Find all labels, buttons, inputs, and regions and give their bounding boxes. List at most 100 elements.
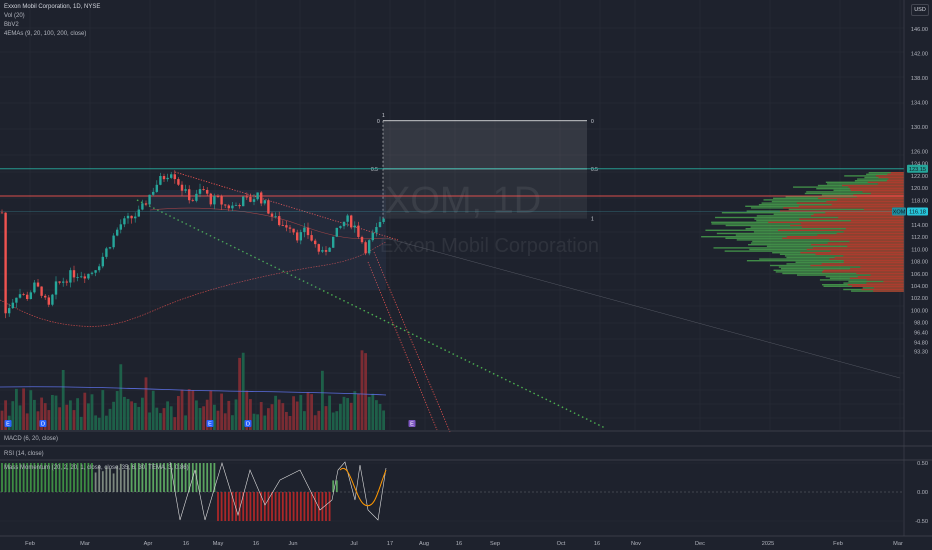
time-label: Feb [833,541,843,547]
vp-row-green [785,196,904,198]
volume-bar [328,395,331,430]
volume-bar [47,410,51,430]
volume-bar [317,410,321,430]
event-marker-badge [244,420,252,427]
price-label: 130.00 [911,125,928,131]
volume-bar [159,413,162,430]
candle-body [105,248,108,257]
candles[interactable] [0,170,385,319]
candle-body [292,228,295,233]
vp-row-red [786,236,904,238]
candle-body [285,225,288,228]
candle-body [8,308,11,314]
legend-bbv2[interactable]: BbV2 [4,22,19,28]
legend-momentum[interactable]: Mass Momentum (20, 2, 20, 1, close, clos… [4,465,189,471]
vp-row-green [766,245,904,247]
vp-row-green [827,183,904,185]
candle-body [220,196,223,205]
vp-row-red [843,261,904,263]
candle-body [137,209,140,217]
candle-body [263,200,266,204]
fib-zone-upper [383,120,587,169]
legend-volume[interactable]: Vol (20) [4,13,25,19]
price-label: 98.00 [914,321,928,327]
price-axis[interactable]: 146.00 142.00 138.00 134.00 130.00 126.00 122.… [892,27,928,356]
candle-body [144,203,148,205]
momentum-oscillator [0,461,904,522]
candle-body [29,292,32,300]
volume-bar [141,397,144,430]
candle-body [130,215,133,219]
volume-bar [173,417,177,430]
volume-bar [54,395,58,430]
candle-body [83,276,86,279]
volume-bar [187,389,191,430]
vp-row-red [843,231,904,233]
legend-4emas[interactable]: 4EMAs (9, 20, 100, 200, close) [4,31,87,37]
candle-body [40,286,43,296]
symbol-tag: XOM [893,209,906,215]
candle-body [15,297,18,303]
candle-body [242,196,245,207]
candle-body [335,227,338,237]
candle-body [324,250,328,252]
volume-bar [22,388,25,430]
candle-body [191,200,194,202]
vp-row-green [778,266,904,268]
time-axis[interactable]: Feb Mar Apr 16 May 16 Jun Jul 17 Aug 16 Sep Oct 16 Nov… [25,541,903,547]
volume-profile [701,172,904,292]
candle-body [166,177,169,180]
price-label: 108.00 [911,260,928,266]
volume-bar [349,402,353,430]
time-label: Sep [490,541,500,547]
candle-body [249,196,252,202]
volume-bar [238,357,241,430]
momentum-axis-label: 0.50 [917,461,928,467]
vp-row-red [836,199,904,201]
vp-row-red [887,173,904,175]
time-label: 16 [183,541,189,547]
vp-row-red [801,226,904,228]
candle-body [159,176,162,185]
vp-row-green [857,178,904,180]
fib-label: 1 [591,217,594,223]
candle-body [112,235,115,248]
volume-bar [51,395,54,430]
volume-bar [0,410,4,430]
symbol-title[interactable]: Exxon Mobil Corporation, 1D, NYSE [4,4,101,10]
time-label: May [213,541,224,547]
candle-body [321,250,324,252]
price-label: 102.00 [911,296,928,302]
volume-bar [382,410,385,430]
time-label: Nov [631,541,641,547]
volume-bar [321,370,324,430]
volume-bar [202,406,205,430]
vp-row-red [849,188,904,190]
vp-row-green [796,274,904,276]
candle-body [51,294,54,305]
volume-bar [11,401,15,430]
candle-body [371,232,374,241]
momentum-axis-label: -0.50 [915,519,928,525]
symbol-tag-bg [892,207,906,216]
currency-badge[interactable]: USD [911,4,929,16]
legend-macd[interactable]: MACD (6, 20, close) [4,436,59,442]
vp-row-red [850,268,904,270]
vp-row-green [746,260,904,262]
candle-body [47,297,50,305]
candle-body [36,282,40,287]
legend-rsi[interactable]: RSI (14, close) [4,451,44,457]
candle-body [224,204,227,206]
candle-body [119,224,122,230]
trend-lines[interactable] [136,171,901,433]
candle-body [306,227,310,236]
candle-body [278,216,281,226]
event-marker: E [408,420,416,428]
volume-bar [144,377,148,430]
candle-body [296,232,299,241]
candle-body [281,225,284,226]
event-marker-badge [39,420,47,427]
